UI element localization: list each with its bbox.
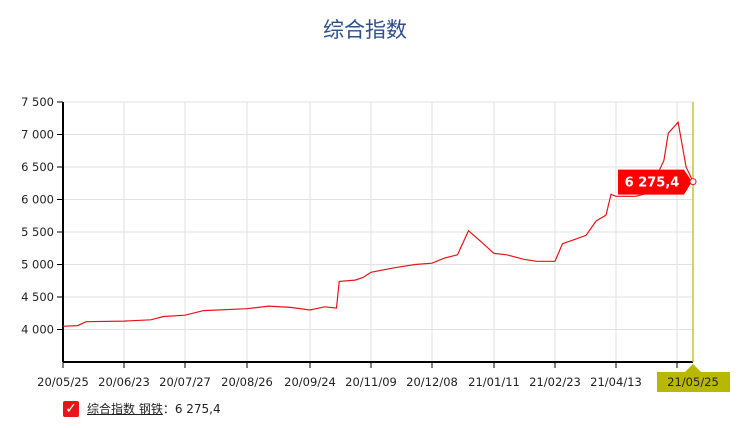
y-tick-label: 7 500	[21, 95, 54, 109]
value-tooltip-text: 6 275,4	[625, 176, 680, 191]
x-tick-label: 21/04/13	[590, 375, 642, 389]
hover-point	[689, 178, 697, 186]
y-tick-label: 7 000	[21, 128, 54, 142]
legend-series-name[interactable]: 综合指数 钢铁	[87, 402, 163, 416]
y-tick-label: 5 500	[21, 225, 54, 239]
x-tick-label: 20/09/24	[284, 375, 336, 389]
y-tick-label: 5 000	[21, 258, 54, 272]
chart-title: 综合指数	[323, 18, 407, 42]
value-tooltip	[618, 169, 692, 195]
x-tick-label: 21/01/11	[468, 375, 520, 389]
crosshair-date-label: 21/05/25	[667, 375, 719, 389]
y-tick-label: 6 500	[21, 160, 54, 174]
y-tick-label: 4 500	[21, 290, 54, 304]
y-tick-label: 4 000	[21, 323, 54, 337]
series-line	[62, 120, 694, 327]
legend: ✓ 综合指数 钢铁 ：6 275,4	[63, 400, 221, 417]
legend-series-value: ：6 275,4	[162, 402, 221, 416]
x-tick-label: 20/08/26	[221, 375, 273, 389]
crosshair-date-box	[657, 372, 730, 392]
y-tick-label: 6 000	[21, 193, 54, 207]
x-tick-label: 20/05/25	[37, 375, 89, 389]
x-tick-label: 20/11/09	[345, 375, 397, 389]
crosshair-pointer	[685, 364, 701, 372]
x-tick-label: 20/06/23	[98, 375, 150, 389]
legend-checkbox[interactable]: ✓	[63, 400, 79, 417]
x-tick-label: 20/07/27	[159, 375, 211, 389]
x-tick-label: 20/12/08	[406, 375, 458, 389]
x-tick-label: 21/02/23	[529, 375, 581, 389]
